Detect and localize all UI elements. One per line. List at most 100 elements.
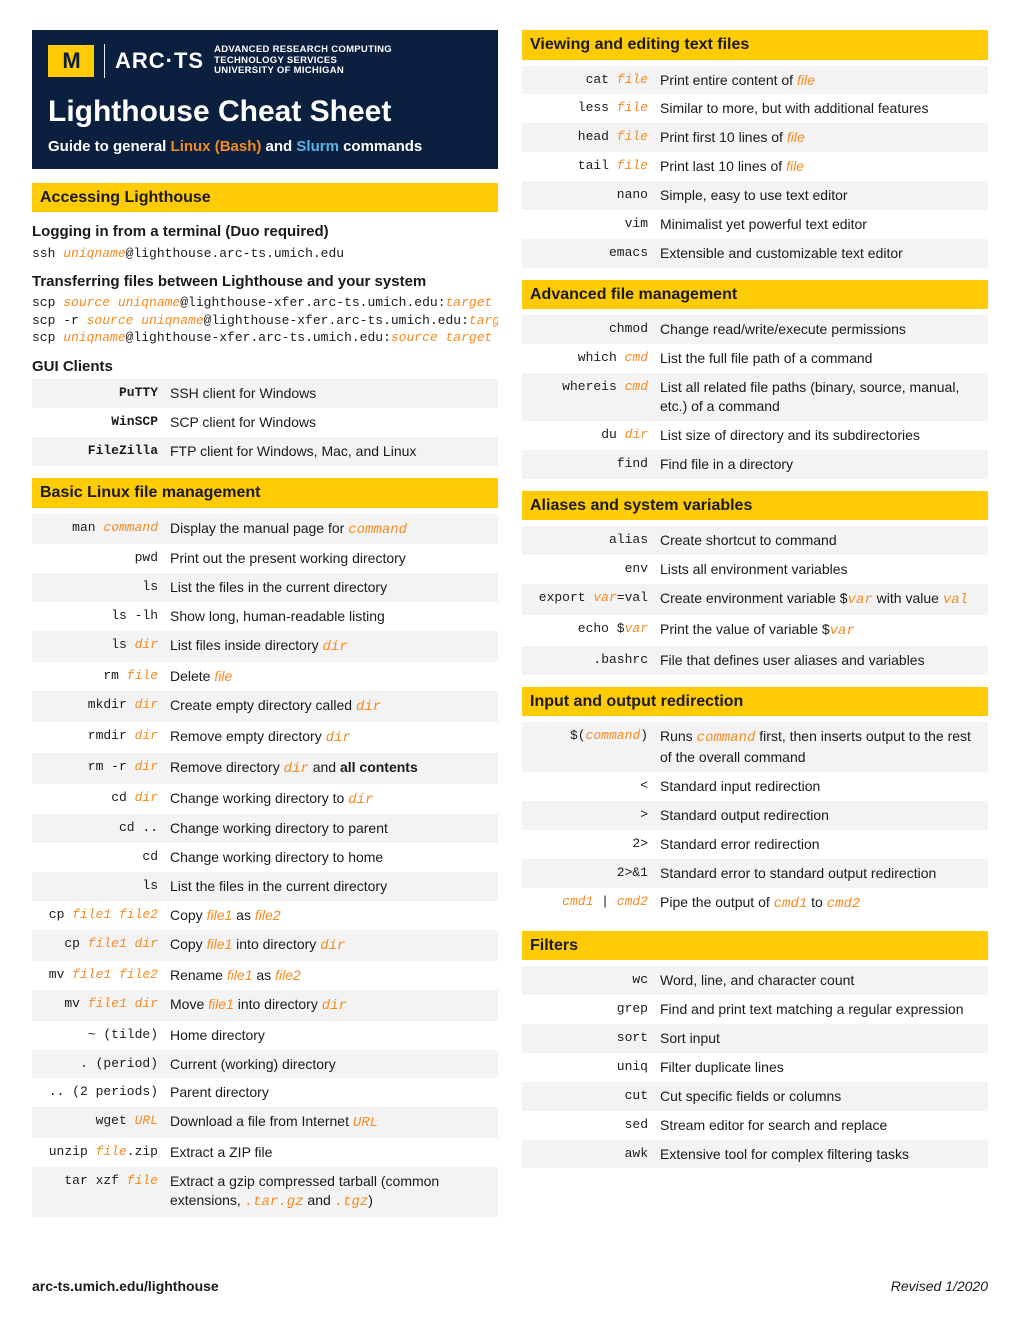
ssh-post: @lighthouse.arc-ts.umich.edu — [126, 246, 344, 261]
table-row: vimMinimalist yet powerful text editor — [522, 210, 988, 239]
command-desc: Find and print text matching a regular e… — [654, 995, 988, 1024]
table-row: .bashrcFile that defines user aliases an… — [522, 646, 988, 675]
table-row: man commandDisplay the manual page for c… — [32, 514, 498, 545]
command-desc: FTP client for Windows, Mac, and Linux — [164, 437, 498, 466]
command-key: rmdir dir — [32, 722, 164, 753]
command-key: cat file — [522, 66, 654, 95]
command-key: 2>&1 — [522, 859, 654, 888]
command-desc: Extract a gzip compressed tarball (commo… — [164, 1167, 498, 1217]
table-row: cd dirChange working directory to dir — [32, 784, 498, 815]
command-key: alias — [522, 526, 654, 555]
command-key: nano — [522, 181, 654, 210]
command-desc: List the files in the current directory — [164, 872, 498, 901]
command-key: ~ (tilde) — [32, 1021, 164, 1050]
table-row: tail filePrint last 10 lines of file — [522, 152, 988, 181]
table-row: rm -r dirRemove directory dir and all co… — [32, 753, 498, 784]
command-desc: Copy file1 into directory dir — [164, 930, 498, 961]
table-row: wcWord, line, and character count — [522, 966, 988, 995]
table-row: mv file1 dirMove file1 into directory di… — [32, 990, 498, 1021]
arcts-sub-line3: UNIVERSITY OF MICHIGAN — [214, 66, 392, 76]
command-desc: Remove empty directory dir — [164, 722, 498, 753]
command-key: ls dir — [32, 631, 164, 662]
command-key: < — [522, 772, 654, 801]
command-desc: Create empty directory called dir — [164, 691, 498, 722]
basic-linux-table: man commandDisplay the manual page for c… — [32, 514, 498, 1217]
table-row: du dirList size of directory and its sub… — [522, 421, 988, 450]
command-key: cut — [522, 1082, 654, 1111]
command-desc: Home directory — [164, 1021, 498, 1050]
command-desc: Change working directory to dir — [164, 784, 498, 815]
command-key: . (period) — [32, 1050, 164, 1079]
section-basic-linux: Basic Linux file management — [32, 478, 498, 508]
command-key: FileZilla — [32, 437, 164, 466]
command-key: cmd1 | cmd2 — [522, 888, 654, 919]
command-key: .bashrc — [522, 646, 654, 675]
table-row: wget URLDownload a file from Internet UR… — [32, 1107, 498, 1138]
command-desc: Standard error to standard output redire… — [654, 859, 988, 888]
table-row: ls dirList files inside directory dir — [32, 631, 498, 662]
section-aliases: Aliases and system variables — [522, 491, 988, 521]
table-row: head filePrint first 10 lines of file — [522, 123, 988, 152]
table-row: export var=valCreate environment variabl… — [522, 584, 988, 615]
command-key: tail file — [522, 152, 654, 181]
gui-clients-table: PuTTYSSH client for WindowsWinSCPSCP cli… — [32, 379, 498, 466]
banner-top-row: M ARC·TS ADVANCED RESEARCH COMPUTING TEC… — [48, 44, 482, 78]
command-desc: List the full file path of a command — [654, 344, 988, 373]
command-key: cd — [32, 843, 164, 872]
table-row: cp file1 dirCopy file1 into directory di… — [32, 930, 498, 961]
subtitle-linux: Linux (Bash) — [171, 138, 262, 155]
footer-url: arc-ts.umich.edu/lighthouse — [32, 1277, 219, 1296]
command-key: ls — [32, 573, 164, 602]
command-desc: Print first 10 lines of file — [654, 123, 988, 152]
command-desc: List size of directory and its subdirect… — [654, 421, 988, 450]
command-desc: Stream editor for search and replace — [654, 1111, 988, 1140]
table-row: uniqFilter duplicate lines — [522, 1053, 988, 1082]
command-key: rm -r dir — [32, 753, 164, 784]
command-desc: List files inside directory dir — [164, 631, 498, 662]
section-filters: Filters — [522, 931, 988, 961]
command-key: head file — [522, 123, 654, 152]
command-key: wget URL — [32, 1107, 164, 1138]
table-row: mv file1 file2Rename file1 as file2 — [32, 961, 498, 990]
table-row: lsList the files in the current director… — [32, 573, 498, 602]
command-key: less file — [522, 94, 654, 123]
table-row: lsList the files in the current director… — [32, 872, 498, 901]
command-key: whereis cmd — [522, 373, 654, 421]
command-desc: List the files in the current directory — [164, 573, 498, 602]
command-key: awk — [522, 1140, 654, 1169]
command-desc: Pipe the output of cmd1 to cmd2 — [654, 888, 988, 919]
table-row: ~ (tilde)Home directory — [32, 1021, 498, 1050]
table-row: rm fileDelete file — [32, 662, 498, 691]
command-desc: Sort input — [654, 1024, 988, 1053]
command-key: cp file1 file2 — [32, 901, 164, 930]
table-row: tar xzf fileExtract a gzip compressed ta… — [32, 1167, 498, 1217]
command-desc: Rename file1 as file2 — [164, 961, 498, 990]
table-row: envLists all environment variables — [522, 555, 988, 584]
command-desc: Standard input redirection — [654, 772, 988, 801]
command-key: pwd — [32, 544, 164, 573]
table-row: which cmdList the full file path of a co… — [522, 344, 988, 373]
table-row: FileZillaFTP client for Windows, Mac, an… — [32, 437, 498, 466]
command-desc: Display the manual page for command — [164, 514, 498, 545]
command-key: sed — [522, 1111, 654, 1140]
command-key: uniq — [522, 1053, 654, 1082]
michigan-m-icon: M — [48, 45, 94, 77]
command-desc: Change working directory to parent — [164, 814, 498, 843]
command-desc: Print last 10 lines of file — [654, 152, 988, 181]
filters-table: wcWord, line, and character countgrepFin… — [522, 966, 988, 1168]
command-key: > — [522, 801, 654, 830]
table-row: . (period)Current (working) directory — [32, 1050, 498, 1079]
command-key: ls -lh — [32, 602, 164, 631]
command-desc: Extensive tool for complex filtering tas… — [654, 1140, 988, 1169]
header-banner: M ARC·TS ADVANCED RESEARCH COMPUTING TEC… — [32, 30, 498, 169]
command-desc: Cut specific fields or columns — [654, 1082, 988, 1111]
section-viewing: Viewing and editing text files — [522, 30, 988, 60]
footer: arc-ts.umich.edu/lighthouse Revised 1/20… — [32, 1277, 988, 1296]
command-desc: List all related file paths (binary, sou… — [654, 373, 988, 421]
command-desc: Change read/write/execute permissions — [654, 315, 988, 344]
table-row: cutCut specific fields or columns — [522, 1082, 988, 1111]
command-desc: Print out the present working directory — [164, 544, 498, 573]
command-desc: Find file in a directory — [654, 450, 988, 479]
table-row: less fileSimilar to more, but with addit… — [522, 94, 988, 123]
arcts-wordmark: ARC·TS — [115, 46, 204, 76]
